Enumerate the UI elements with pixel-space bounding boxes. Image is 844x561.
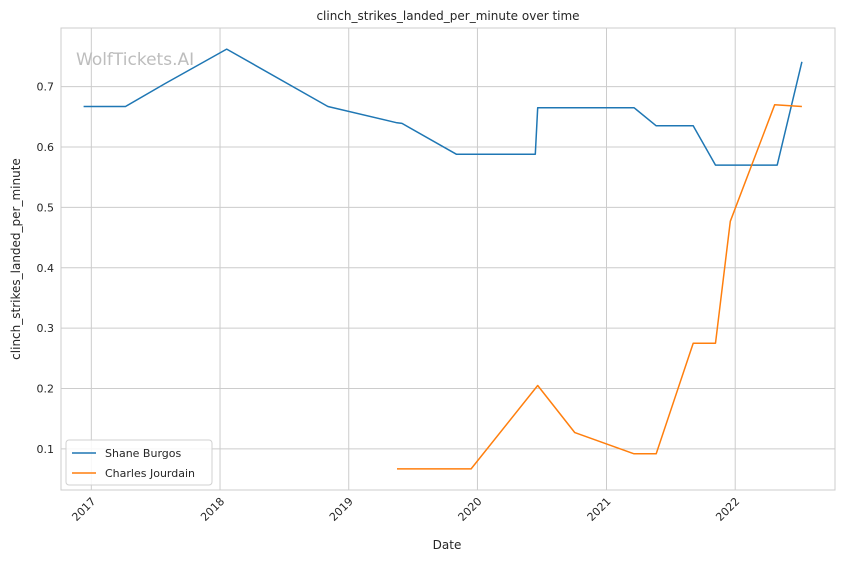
legend-label-charles-jourdain: Charles Jourdain [105, 467, 195, 480]
series-line-charles-jourdain [397, 103, 802, 470]
y-tick-label: 0.4 [37, 262, 55, 275]
plot-frame [60, 27, 836, 491]
x-axis-label: Date [433, 538, 462, 552]
y-axis-label: clinch_strikes_landed_per_minute [9, 158, 23, 360]
y-tick-label: 0.1 [37, 443, 55, 456]
series-line-shane-burgos [83, 48, 803, 166]
grid [61, 28, 835, 490]
y-tick-label: 0.3 [37, 322, 55, 335]
y-tick-label: 0.7 [37, 81, 55, 94]
legend: Shane Burgos Charles Jourdain [65, 439, 213, 486]
legend-box [65, 439, 213, 486]
y-tick-label: 0.6 [37, 141, 55, 154]
chart-title: clinch_strikes_landed_per_minute over ti… [316, 9, 579, 23]
legend-label-shane-burgos: Shane Burgos [105, 447, 181, 460]
y-tick-label: 0.2 [37, 383, 55, 396]
y-tick-label: 0.5 [37, 201, 55, 214]
watermark: WolfTickets.AI [76, 50, 194, 70]
series-layer [83, 48, 803, 470]
